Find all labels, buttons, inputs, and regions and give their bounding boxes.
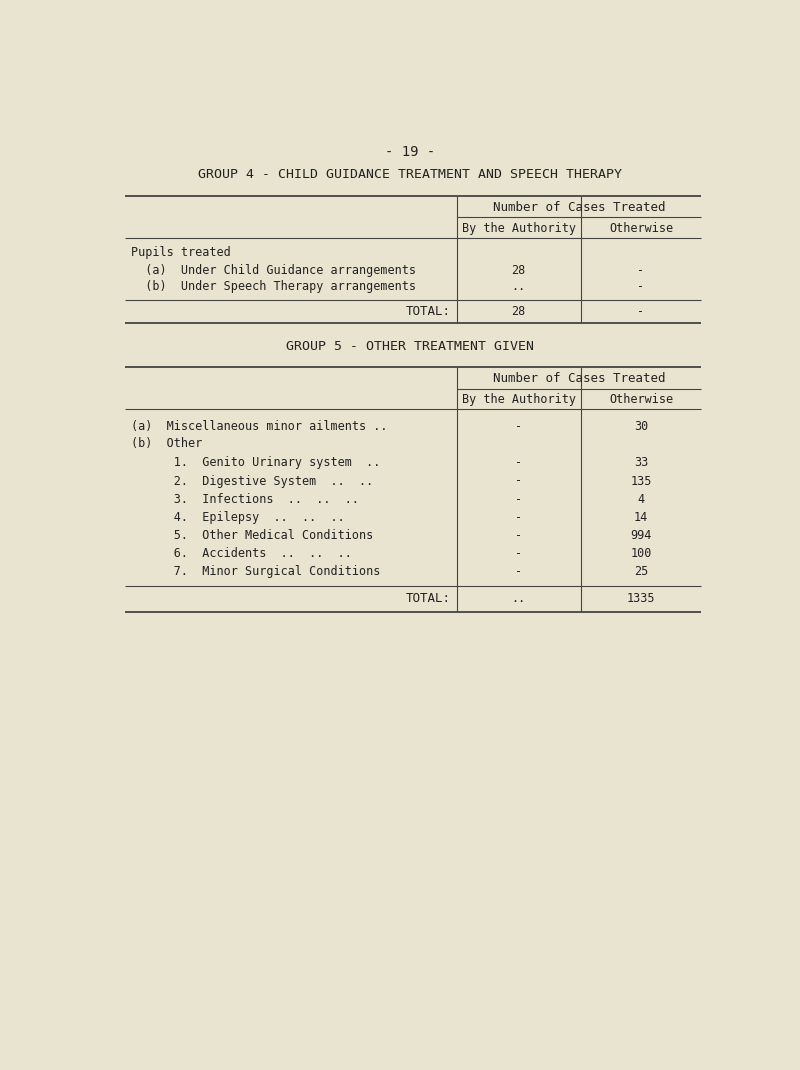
Text: -: - bbox=[515, 457, 522, 470]
Text: Pupils treated: Pupils treated bbox=[131, 246, 230, 259]
Text: 5.  Other Medical Conditions: 5. Other Medical Conditions bbox=[131, 529, 374, 541]
Text: 994: 994 bbox=[630, 529, 652, 541]
Text: 4.  Epilepsy  ..  ..  ..: 4. Epilepsy .. .. .. bbox=[131, 510, 345, 524]
Text: TOTAL:: TOTAL: bbox=[406, 592, 450, 605]
Text: Otherwise: Otherwise bbox=[609, 221, 673, 234]
Text: Number of Cases Treated: Number of Cases Treated bbox=[493, 201, 666, 214]
Text: By the Authority: By the Authority bbox=[462, 221, 575, 234]
Text: (b)  Other: (b) Other bbox=[131, 438, 202, 450]
Text: 25: 25 bbox=[634, 565, 648, 578]
Text: 14: 14 bbox=[634, 510, 648, 524]
Text: -: - bbox=[515, 421, 522, 433]
Text: GROUP 4 - CHILD GUIDANCE TREATMENT AND SPEECH THERAPY: GROUP 4 - CHILD GUIDANCE TREATMENT AND S… bbox=[198, 168, 622, 181]
Text: 30: 30 bbox=[634, 421, 648, 433]
Text: 135: 135 bbox=[630, 474, 652, 488]
Text: Number of Cases Treated: Number of Cases Treated bbox=[493, 372, 666, 385]
Text: -: - bbox=[638, 263, 645, 277]
Text: By the Authority: By the Authority bbox=[462, 393, 575, 406]
Text: 6.  Accidents  ..  ..  ..: 6. Accidents .. .. .. bbox=[131, 547, 352, 560]
Text: (a)  Miscellaneous minor ailments ..: (a) Miscellaneous minor ailments .. bbox=[131, 421, 387, 433]
Text: -: - bbox=[515, 510, 522, 524]
Text: 2.  Digestive System  ..  ..: 2. Digestive System .. .. bbox=[131, 474, 374, 488]
Text: 7.  Minor Surgical Conditions: 7. Minor Surgical Conditions bbox=[131, 565, 380, 578]
Text: -: - bbox=[515, 529, 522, 541]
Text: -: - bbox=[638, 280, 645, 293]
Text: (b)  Under Speech Therapy arrangements: (b) Under Speech Therapy arrangements bbox=[131, 280, 416, 293]
Text: - 19 -: - 19 - bbox=[385, 146, 435, 159]
Text: 100: 100 bbox=[630, 547, 652, 560]
Text: 4: 4 bbox=[638, 492, 645, 506]
Text: ..: .. bbox=[511, 592, 526, 605]
Text: GROUP 5 - OTHER TREATMENT GIVEN: GROUP 5 - OTHER TREATMENT GIVEN bbox=[286, 340, 534, 353]
Text: -: - bbox=[638, 305, 645, 318]
Text: -: - bbox=[515, 474, 522, 488]
Text: (a)  Under Child Guidance arrangements: (a) Under Child Guidance arrangements bbox=[131, 263, 416, 277]
Text: 1.  Genito Urinary system  ..: 1. Genito Urinary system .. bbox=[131, 457, 380, 470]
Text: 28: 28 bbox=[511, 305, 526, 318]
Text: 1335: 1335 bbox=[626, 592, 655, 605]
Text: TOTAL:: TOTAL: bbox=[406, 305, 450, 318]
Text: 33: 33 bbox=[634, 457, 648, 470]
Text: 28: 28 bbox=[511, 263, 526, 277]
Text: -: - bbox=[515, 565, 522, 578]
Text: -: - bbox=[515, 492, 522, 506]
Text: 3.  Infections  ..  ..  ..: 3. Infections .. .. .. bbox=[131, 492, 359, 506]
Text: ..: .. bbox=[511, 280, 526, 293]
Text: Otherwise: Otherwise bbox=[609, 393, 673, 406]
Text: -: - bbox=[515, 547, 522, 560]
